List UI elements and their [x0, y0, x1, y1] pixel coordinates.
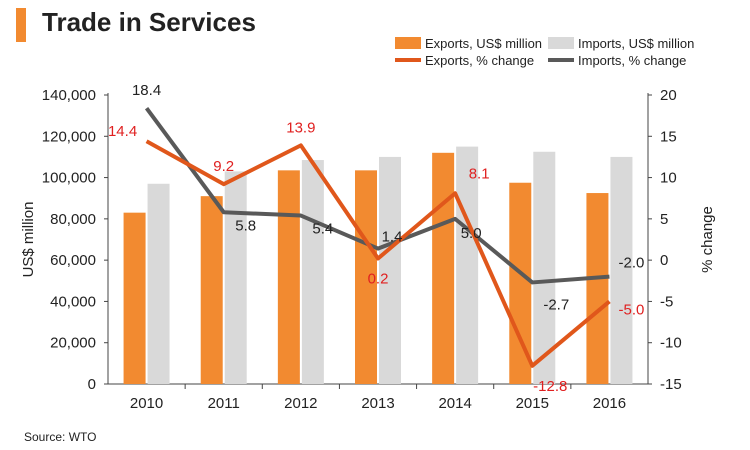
- imports-bar: [379, 156, 401, 384]
- imports-change-label: 5.8: [235, 217, 256, 234]
- source-note: Source: WTO: [24, 430, 97, 444]
- exports-change-label: 8.1: [469, 165, 490, 182]
- exports-bar: [432, 152, 455, 384]
- exports-bar: [509, 182, 532, 384]
- exports-bar: [200, 196, 223, 384]
- y-right-tick-label: 15: [660, 128, 677, 145]
- axes-layer: 0 20,000 40,000 60,000 80,000 100,000 120,000 1…: [20, 87, 716, 412]
- exports-change-label: 14.4: [108, 123, 137, 140]
- imports-bar: [301, 160, 324, 384]
- y-right-tick-label: 10: [660, 170, 677, 187]
- title-accent-bar: [16, 8, 26, 42]
- imports-bar: [533, 151, 556, 384]
- y-left-tick-label: 40,000: [50, 293, 96, 310]
- chart-title: Trade in Services: [42, 7, 256, 37]
- imports-change-line: [144, 107, 610, 285]
- y-right-axis-title: % change: [699, 206, 716, 273]
- legend-imports-bar-label: Imports, US$ million: [578, 36, 694, 51]
- imports-change-label: 5.0: [461, 225, 482, 242]
- y-left-tick-label: 100,000: [42, 170, 96, 187]
- imports-bar: [147, 183, 170, 384]
- data-labels-layer: 14.4 9.2 13.9 0.2 8.1 -12.8 -5.0 18.4 5.8 5.4 1.4 5…: [108, 82, 644, 395]
- x-tick-label: 2012: [284, 395, 317, 412]
- exports-change-label: -5.0: [618, 301, 644, 318]
- y-right-tick-label: 0: [660, 252, 668, 269]
- legend-exports-bar-swatch: [395, 37, 421, 49]
- imports-change-label: 1.4: [382, 229, 403, 246]
- y-left-tick-label: 140,000: [42, 87, 96, 104]
- exports-change-label: 0.2: [368, 270, 389, 287]
- imports-change-label: -2.7: [543, 296, 569, 313]
- bars-layer: [123, 146, 633, 384]
- y-left-tick-label: 0: [88, 376, 96, 393]
- legend-exports-line-label: Exports, % change: [425, 53, 534, 68]
- y-left-tick-label: 80,000: [50, 211, 96, 228]
- exports-change-label: 9.2: [213, 158, 234, 175]
- legend: Exports, US$ million Imports, US$ million…: [395, 36, 694, 68]
- y-right-tick-label: 5: [660, 211, 668, 228]
- exports-bar: [123, 212, 146, 384]
- y-left-tick-label: 120,000: [42, 128, 96, 145]
- y-right-tick-label: -10: [660, 335, 682, 352]
- legend-imports-bar-swatch: [548, 37, 574, 49]
- legend-imports-line-label: Imports, % change: [578, 53, 686, 68]
- imports-change-label: 18.4: [132, 82, 161, 99]
- lines-layer: [144, 107, 611, 368]
- x-tick-label: 2016: [593, 395, 626, 412]
- exports-bar: [277, 170, 300, 384]
- x-tick-label: 2013: [361, 395, 394, 412]
- exports-change-line: [145, 139, 611, 368]
- exports-bar: [355, 170, 377, 384]
- y-right-tick-label: -15: [660, 376, 682, 393]
- exports-bar: [586, 193, 609, 384]
- y-left-tick-label: 60,000: [50, 252, 96, 269]
- exports-change-label: 13.9: [286, 119, 315, 136]
- y-left-axis-title: US$ million: [20, 202, 37, 278]
- x-tick-label: 2011: [208, 395, 240, 412]
- y-left-tick-label: 20,000: [50, 335, 96, 352]
- x-tick-label: 2014: [438, 395, 471, 412]
- x-tick-label: 2010: [130, 395, 163, 412]
- imports-change-label: -2.0: [618, 255, 644, 272]
- x-tick-label: 2015: [516, 395, 549, 412]
- y-right-tick-label: 20: [660, 87, 677, 104]
- imports-bar: [610, 156, 633, 384]
- y-right-tick-label: -5: [660, 293, 673, 310]
- imports-bar: [224, 171, 247, 384]
- imports-change-label: 5.4: [312, 221, 333, 238]
- exports-change-label: -12.8: [533, 378, 567, 395]
- legend-exports-bar-label: Exports, US$ million: [425, 36, 542, 51]
